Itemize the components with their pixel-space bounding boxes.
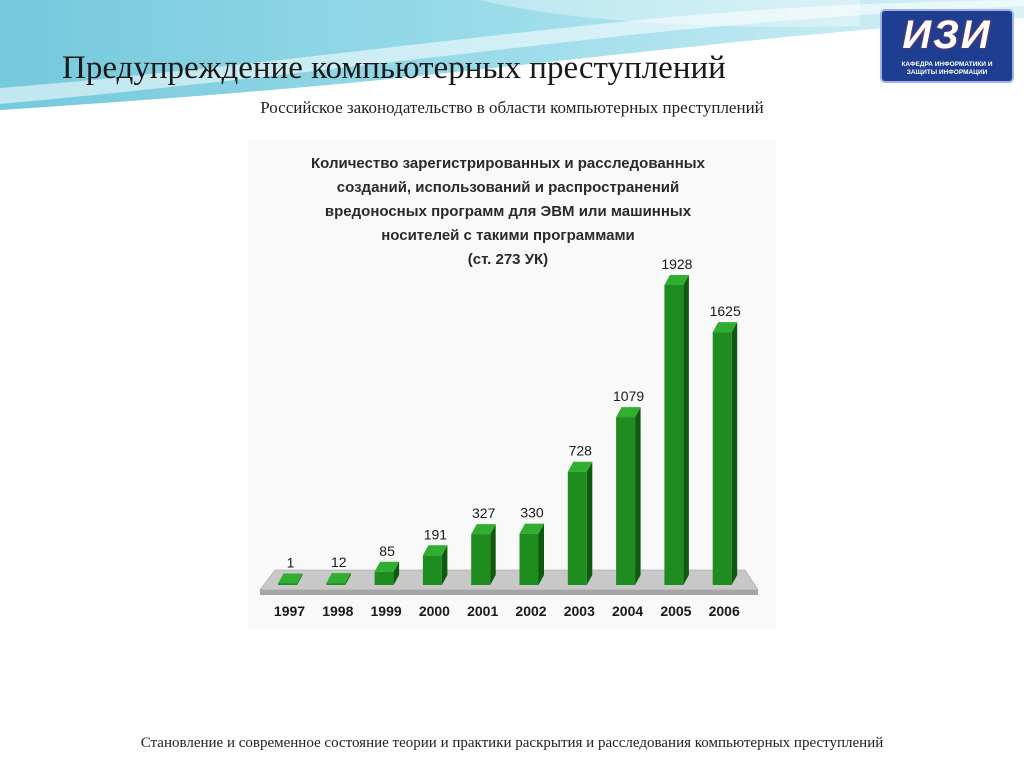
data-label: 1079 [613, 388, 644, 404]
bar-side [635, 407, 641, 585]
chart-title-line: (ст. 273 УК) [468, 251, 548, 268]
slide-subtitle: Российское законодательство в области ко… [260, 98, 764, 117]
chart-title-line: созданий, использований и распространени… [337, 179, 679, 196]
bar-top [664, 275, 689, 285]
data-label: 327 [472, 505, 496, 521]
x-tick-label: 2006 [709, 603, 740, 619]
slide-title: Предупреждение компьютерных преступлений [62, 50, 726, 86]
bar-side [731, 322, 738, 585]
data-label: 12 [331, 554, 347, 570]
bar [519, 533, 539, 585]
bar [278, 583, 297, 585]
bar [326, 583, 346, 585]
bar-top [278, 573, 303, 584]
bar-top [712, 322, 738, 333]
chart-floor-edge [260, 590, 758, 595]
x-tick-label: 1997 [274, 603, 305, 619]
bar-side [393, 561, 400, 585]
bar [712, 332, 732, 585]
x-tick-label: 2003 [564, 603, 595, 619]
slide-footer: Становление и современное состояние теор… [140, 735, 884, 751]
bar [422, 555, 442, 585]
bar-top [374, 561, 400, 572]
bar-side [490, 524, 496, 585]
bar-top [519, 523, 544, 534]
x-tick-label: 2004 [612, 603, 643, 619]
x-tick-label: 2001 [467, 603, 498, 619]
x-tick-label: 2000 [419, 603, 450, 619]
bar [616, 417, 636, 585]
chart-title-line: вредоносных программ для ЭВМ или машинны… [325, 203, 692, 220]
data-label: 1928 [661, 256, 692, 272]
bar-top [567, 461, 593, 472]
bar [664, 285, 684, 585]
logo-subtext: КАФЕДРА ИНФОРМАТИКИ И ЗАЩИТЫ ИНФОРМАЦИИ [901, 61, 993, 76]
bar-side [297, 573, 303, 585]
data-label: 191 [424, 526, 448, 542]
x-tick-label: 1999 [371, 603, 402, 619]
bar-side [538, 523, 544, 585]
department-logo: ИЗИ КАФЕДРА ИНФОРМАТИКИ И ЗАЩИТЫ ИНФОРМА… [880, 9, 1014, 83]
data-label: 85 [379, 543, 395, 559]
bar-side [441, 545, 448, 585]
x-tick-label: 1998 [322, 603, 353, 619]
bar-side [345, 573, 351, 585]
bar-chart: Количество зарегистрированных и расследо… [259, 155, 759, 619]
x-tick-label: 2002 [515, 603, 546, 619]
chart-title-line: Количество зарегистрированных и расследо… [311, 155, 706, 172]
bar [471, 534, 491, 585]
bar-top [326, 573, 351, 584]
data-label: 728 [569, 443, 593, 459]
bar [567, 471, 587, 585]
x-tick-label: 2005 [660, 603, 691, 619]
data-label: 1 [287, 555, 295, 571]
bar-top [471, 524, 496, 535]
bar-top [422, 545, 448, 556]
bar-top [616, 407, 641, 418]
bar-side [586, 461, 593, 585]
data-label: 330 [520, 505, 544, 521]
chart-title-line: носителей с такими программами [381, 227, 635, 244]
bar-side [683, 275, 689, 585]
chart-panel: Количество зарегистрированных и расследо… [248, 140, 776, 630]
data-label: 1625 [710, 303, 741, 319]
bar [374, 571, 394, 585]
logo-text: ИЗИ [902, 13, 992, 57]
